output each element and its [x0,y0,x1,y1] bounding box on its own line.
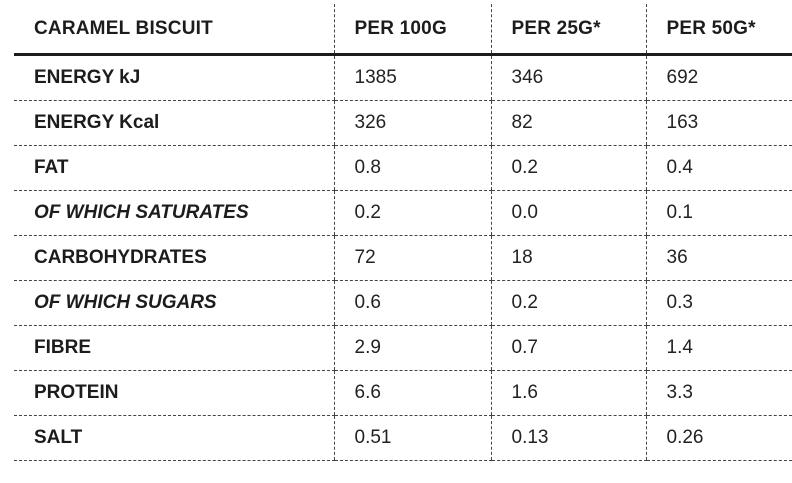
value-per-50g: 0.1 [645,190,792,236]
value-per-25g: 18 [490,235,646,281]
table-row: OF WHICH SUGARS 0.6 0.2 0.3 [14,280,792,326]
header-product-name: CARAMEL BISCUIT [14,4,334,56]
header-per-25g: PER 25G* [490,4,646,56]
nutrition-table: CARAMEL BISCUIT PER 100G PER 25G* PER 50… [14,4,792,461]
value-per-25g: 0.7 [490,325,646,371]
value-per-50g: 163 [645,100,792,146]
value-per-25g: 0.2 [490,280,646,326]
value-per-100g: 2.9 [333,325,491,371]
nutrient-label: OF WHICH SUGARS [14,280,334,326]
nutrient-label: CARBOHYDRATES [14,235,334,281]
nutrient-label: ENERGY kJ [14,54,334,101]
value-per-25g: 0.13 [490,415,646,461]
table-row: FIBRE 2.9 0.7 1.4 [14,325,792,371]
table-row: OF WHICH SATURATES 0.2 0.0 0.1 [14,190,792,236]
header-row: CARAMEL BISCUIT PER 100G PER 25G* PER 50… [14,4,792,56]
table-header: CARAMEL BISCUIT PER 100G PER 25G* PER 50… [14,4,792,56]
nutrient-label: OF WHICH SATURATES [14,190,334,236]
value-per-25g: 1.6 [490,370,646,416]
value-per-50g: 3.3 [645,370,792,416]
value-per-100g: 0.8 [333,145,491,191]
value-per-25g: 0.2 [490,145,646,191]
table-row: ENERGY Kcal 326 82 163 [14,100,792,146]
nutrient-label: SALT [14,415,334,461]
value-per-100g: 0.51 [333,415,491,461]
value-per-50g: 0.4 [645,145,792,191]
value-per-50g: 0.3 [645,280,792,326]
value-per-50g: 692 [645,54,792,101]
value-per-25g: 346 [490,54,646,101]
table-body: ENERGY kJ 1385 346 692 ENERGY Kcal 326 82 163 FA… [14,54,792,461]
header-per-100g: PER 100G [333,4,491,56]
value-per-50g: 0.26 [645,415,792,461]
value-per-100g: 1385 [333,54,491,101]
value-per-25g: 82 [490,100,646,146]
value-per-50g: 36 [645,235,792,281]
nutrient-label: FAT [14,145,334,191]
nutrient-label: PROTEIN [14,370,334,416]
header-per-50g: PER 50G* [645,4,792,56]
table-row: ENERGY kJ 1385 346 692 [14,54,792,101]
value-per-100g: 326 [333,100,491,146]
table-row: CARBOHYDRATES 72 18 36 [14,235,792,281]
value-per-25g: 0.0 [490,190,646,236]
table-row: SALT 0.51 0.13 0.26 [14,415,792,461]
nutrient-label: ENERGY Kcal [14,100,334,146]
value-per-100g: 6.6 [333,370,491,416]
value-per-100g: 0.2 [333,190,491,236]
value-per-100g: 72 [333,235,491,281]
nutrient-label: FIBRE [14,325,334,371]
table-row: FAT 0.8 0.2 0.4 [14,145,792,191]
table-row: PROTEIN 6.6 1.6 3.3 [14,370,792,416]
value-per-100g: 0.6 [333,280,491,326]
value-per-50g: 1.4 [645,325,792,371]
